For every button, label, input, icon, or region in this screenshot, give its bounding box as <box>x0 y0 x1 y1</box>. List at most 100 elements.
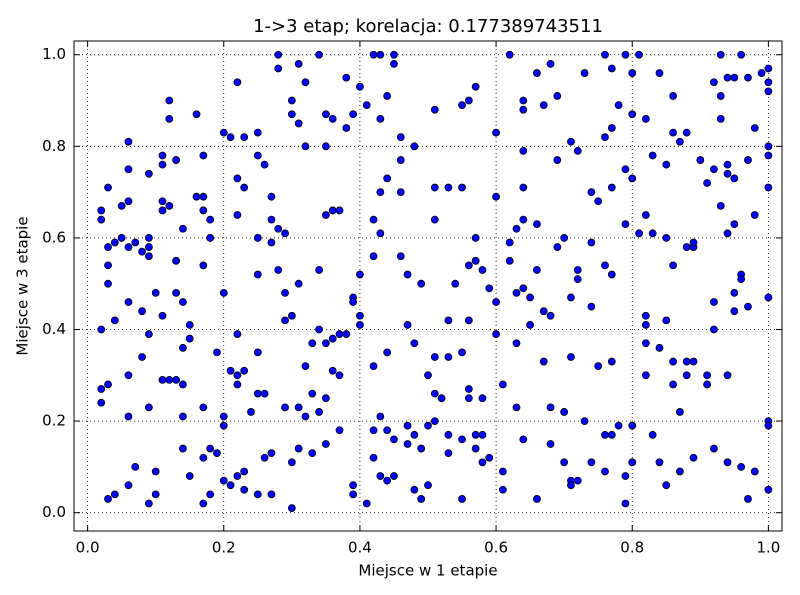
scatter-point <box>165 114 174 123</box>
scatter-point <box>750 211 759 219</box>
scatter-point <box>356 270 364 279</box>
scatter-point <box>601 261 609 270</box>
scatter-point <box>206 490 215 499</box>
scatter-point <box>512 403 521 412</box>
scatter-point <box>104 279 112 288</box>
scatter-point <box>219 288 228 297</box>
scatter-point <box>757 69 766 77</box>
scatter-point <box>648 430 657 439</box>
scatter-point <box>417 444 426 453</box>
scatter-point <box>104 380 112 389</box>
scatter-point <box>533 266 541 274</box>
scatter-point <box>233 174 242 183</box>
y-tick-label: 0.6 <box>42 228 66 246</box>
scatter-point <box>737 462 746 471</box>
scatter-point <box>573 147 582 155</box>
scatter-point <box>730 307 739 316</box>
scatter-point <box>321 394 330 403</box>
scatter-point <box>240 183 249 192</box>
scatter-point <box>403 270 412 279</box>
scatter-point <box>682 371 691 380</box>
scatter-point <box>158 375 167 384</box>
scatter-point <box>492 330 500 338</box>
scatter-point <box>287 311 296 320</box>
scatter-point <box>410 339 419 348</box>
scatter-point <box>464 316 473 325</box>
scatter-point <box>172 256 181 265</box>
scatter-point <box>281 403 289 412</box>
scatter-point <box>315 325 323 334</box>
scatter-point <box>430 215 439 224</box>
scatter-point <box>199 499 208 508</box>
scatter-point <box>464 261 473 270</box>
scatter-point <box>274 266 283 274</box>
scatter-point <box>675 467 684 476</box>
scatter-point <box>478 394 487 403</box>
scatter-point <box>635 229 643 238</box>
scatter-point <box>723 160 732 169</box>
scatter-point <box>716 114 725 123</box>
scatter-point <box>199 192 208 201</box>
scatter-point <box>553 156 562 164</box>
scatter-point <box>478 430 487 439</box>
scatter-point <box>546 59 555 68</box>
scatter-point <box>349 110 358 119</box>
scatter-point <box>607 430 616 439</box>
scatter-point <box>131 238 140 247</box>
scatter-point <box>185 334 194 343</box>
scatter-point <box>315 408 323 416</box>
y-tick-label: 1.0 <box>42 45 66 63</box>
scatter-point <box>362 499 371 508</box>
scatter-point <box>253 270 262 279</box>
scatter-point <box>628 174 637 183</box>
scatter-point <box>478 266 487 274</box>
scatter-point <box>628 110 637 119</box>
scatter-point <box>179 380 187 389</box>
scatter-point <box>321 211 330 219</box>
scatter-point <box>301 362 310 371</box>
scatter-point <box>396 188 405 197</box>
scatter-point <box>567 481 575 490</box>
scatter-point <box>505 50 514 59</box>
scatter-point <box>430 105 439 114</box>
scatter-point <box>390 472 398 480</box>
scatter-point <box>390 435 398 444</box>
scatter-point <box>151 467 160 476</box>
scatter-point <box>417 495 426 503</box>
scatter-point <box>723 371 732 380</box>
scatter-point <box>335 330 344 338</box>
scatter-point <box>485 284 494 293</box>
scatter-point <box>710 298 718 306</box>
scatter-point <box>138 353 146 361</box>
scatter-point <box>669 92 677 100</box>
scatter-point <box>533 495 541 503</box>
scatter-point <box>587 302 596 311</box>
scatter-point <box>553 92 562 100</box>
scatter-point <box>219 412 228 421</box>
scatter-point <box>682 243 691 251</box>
scatter-point <box>321 339 330 348</box>
scatter-point <box>723 229 732 238</box>
scatter-point <box>117 234 126 242</box>
scatter-point <box>144 499 153 508</box>
scatter-point <box>219 476 228 485</box>
scatter-point <box>206 234 215 242</box>
scatter-point <box>464 96 473 105</box>
scatter-point <box>158 311 167 320</box>
scatter-point <box>267 192 276 201</box>
scatter-point <box>328 114 337 123</box>
scatter-point <box>383 174 392 183</box>
scatter-point <box>696 156 705 164</box>
scatter-point <box>185 321 194 329</box>
scatter-point <box>689 453 698 462</box>
scatter-point <box>172 288 181 297</box>
scatter-point <box>390 50 398 59</box>
scatter-point <box>444 316 453 325</box>
scatter-point <box>199 261 208 270</box>
scatter-point <box>383 92 392 100</box>
scatter-point <box>519 435 528 444</box>
scatter-point <box>567 353 575 361</box>
scatter-point <box>675 137 684 146</box>
scatter-point <box>267 215 276 224</box>
scatter-point <box>560 408 569 416</box>
